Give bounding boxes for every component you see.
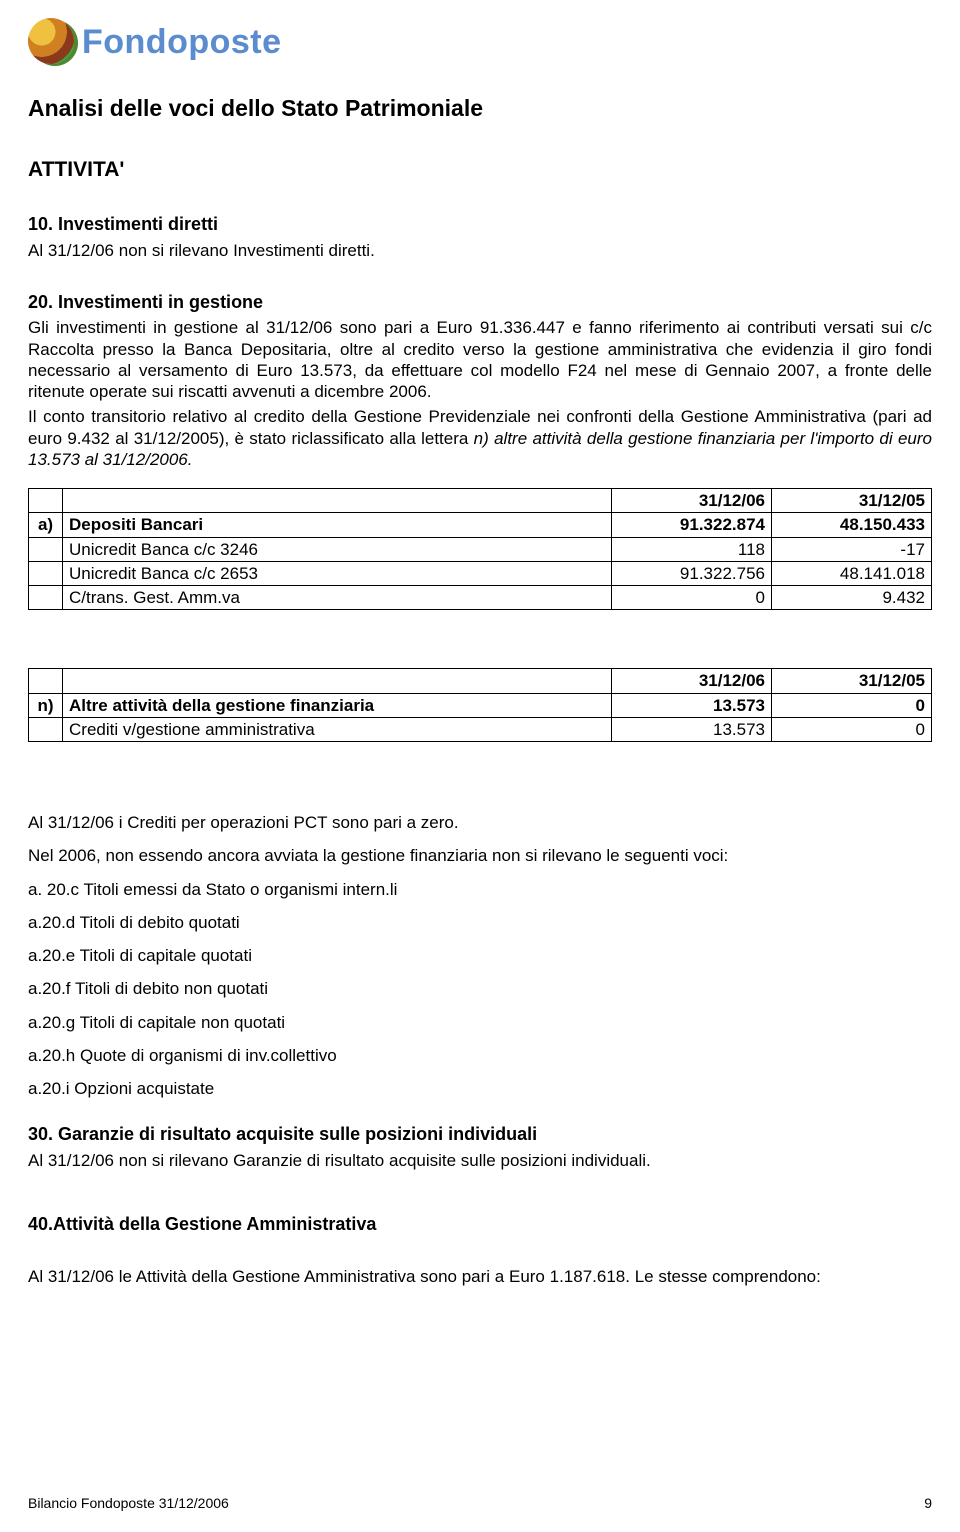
- table-cell: 118: [612, 537, 772, 561]
- table-cell: 0: [772, 693, 932, 717]
- list-item: a. 20.c Titoli emessi da Stato o organis…: [28, 879, 932, 900]
- table-cell: Unicredit Banca c/c 3246: [63, 537, 612, 561]
- table-cell: 0: [772, 717, 932, 741]
- section-10-title: 10. Investimenti diretti: [28, 213, 932, 236]
- table-cell: 91.322.874: [612, 513, 772, 537]
- list-item: a.20.g Titoli di capitale non quotati: [28, 1012, 932, 1033]
- section-20-body-1: Gli investimenti in gestione al 31/12/06…: [28, 317, 932, 402]
- table-cell: 0: [612, 586, 772, 610]
- list-item: a.20.i Opzioni acquistate: [28, 1078, 932, 1099]
- table-header-cell: [29, 489, 63, 513]
- logo: Fondoposte: [28, 18, 932, 66]
- table-cell: 13.573: [612, 693, 772, 717]
- list-item: a.20.f Titoli di debito non quotati: [28, 978, 932, 999]
- table-altre-attivita: 31/12/06 31/12/05 n) Altre attività dell…: [28, 668, 932, 742]
- table-row: n) Altre attività della gestione finanzi…: [29, 693, 932, 717]
- section-30-body: Al 31/12/06 non si rilevano Garanzie di …: [28, 1150, 932, 1171]
- table-cell: Unicredit Banca c/c 2653: [63, 561, 612, 585]
- table-cell: [29, 586, 63, 610]
- section-40-body: Al 31/12/06 le Attività della Gestione A…: [28, 1266, 932, 1287]
- table-cell: 91.322.756: [612, 561, 772, 585]
- table-cell: [29, 717, 63, 741]
- table-row: Unicredit Banca c/c 3246 118 -17: [29, 537, 932, 561]
- table-header-cell: 31/12/05: [772, 489, 932, 513]
- table-header-cell: [63, 669, 612, 693]
- logo-text: Fondoposte: [82, 21, 282, 64]
- table-row: 31/12/06 31/12/05: [29, 489, 932, 513]
- table-cell: -17: [772, 537, 932, 561]
- section-10-body: Al 31/12/06 non si rilevano Investimenti…: [28, 240, 932, 261]
- list-item: a.20.e Titoli di capitale quotati: [28, 945, 932, 966]
- table-cell: 9.432: [772, 586, 932, 610]
- table-cell: [29, 537, 63, 561]
- table-row: Unicredit Banca c/c 2653 91.322.756 48.1…: [29, 561, 932, 585]
- table-cell: 13.573: [612, 717, 772, 741]
- list-item: a.20.h Quote di organismi di inv.collett…: [28, 1045, 932, 1066]
- table-row: C/trans. Gest. Amm.va 0 9.432: [29, 586, 932, 610]
- table-header-cell: 31/12/06: [612, 669, 772, 693]
- table-cell: [29, 561, 63, 585]
- table-row: 31/12/06 31/12/05: [29, 669, 932, 693]
- footer-page-number: 9: [924, 1495, 932, 1513]
- table-row: a) Depositi Bancari 91.322.874 48.150.43…: [29, 513, 932, 537]
- table-header-cell: 31/12/06: [612, 489, 772, 513]
- footer-left: Bilancio Fondoposte 31/12/2006: [28, 1495, 229, 1513]
- section-30-title: 30. Garanzie di risultato acquisite sull…: [28, 1123, 932, 1146]
- section-attivita: ATTIVITA': [28, 157, 932, 183]
- table-header-cell: [29, 669, 63, 693]
- table-header-cell: 31/12/05: [772, 669, 932, 693]
- table-cell: C/trans. Gest. Amm.va: [63, 586, 612, 610]
- section-40-title: 40.Attività della Gestione Amministrativ…: [28, 1213, 932, 1236]
- table-cell: Altre attività della gestione finanziari…: [63, 693, 612, 717]
- table-cell: a): [29, 513, 63, 537]
- table-cell: Crediti v/gestione amministrativa: [63, 717, 612, 741]
- no-voci-text: Nel 2006, non essendo ancora avviata la …: [28, 845, 932, 866]
- voci-list: a. 20.c Titoli emessi da Stato o organis…: [28, 879, 932, 1100]
- table-cell: 48.150.433: [772, 513, 932, 537]
- table-cell: n): [29, 693, 63, 717]
- footer: Bilancio Fondoposte 31/12/2006 9: [28, 1495, 932, 1513]
- table-header-cell: [63, 489, 612, 513]
- table-row: Crediti v/gestione amministrativa 13.573…: [29, 717, 932, 741]
- logo-icon: [28, 18, 76, 66]
- list-item: a.20.d Titoli di debito quotati: [28, 912, 932, 933]
- section-20-body-2: Il conto transitorio relativo al credito…: [28, 406, 932, 470]
- table-cell: Depositi Bancari: [63, 513, 612, 537]
- section-20-title: 20. Investimenti in gestione: [28, 291, 932, 314]
- pct-zero-text: Al 31/12/06 i Crediti per operazioni PCT…: [28, 812, 932, 833]
- page-title: Analisi delle voci dello Stato Patrimoni…: [28, 94, 932, 123]
- table-depositi: 31/12/06 31/12/05 a) Depositi Bancari 91…: [28, 488, 932, 610]
- table-cell: 48.141.018: [772, 561, 932, 585]
